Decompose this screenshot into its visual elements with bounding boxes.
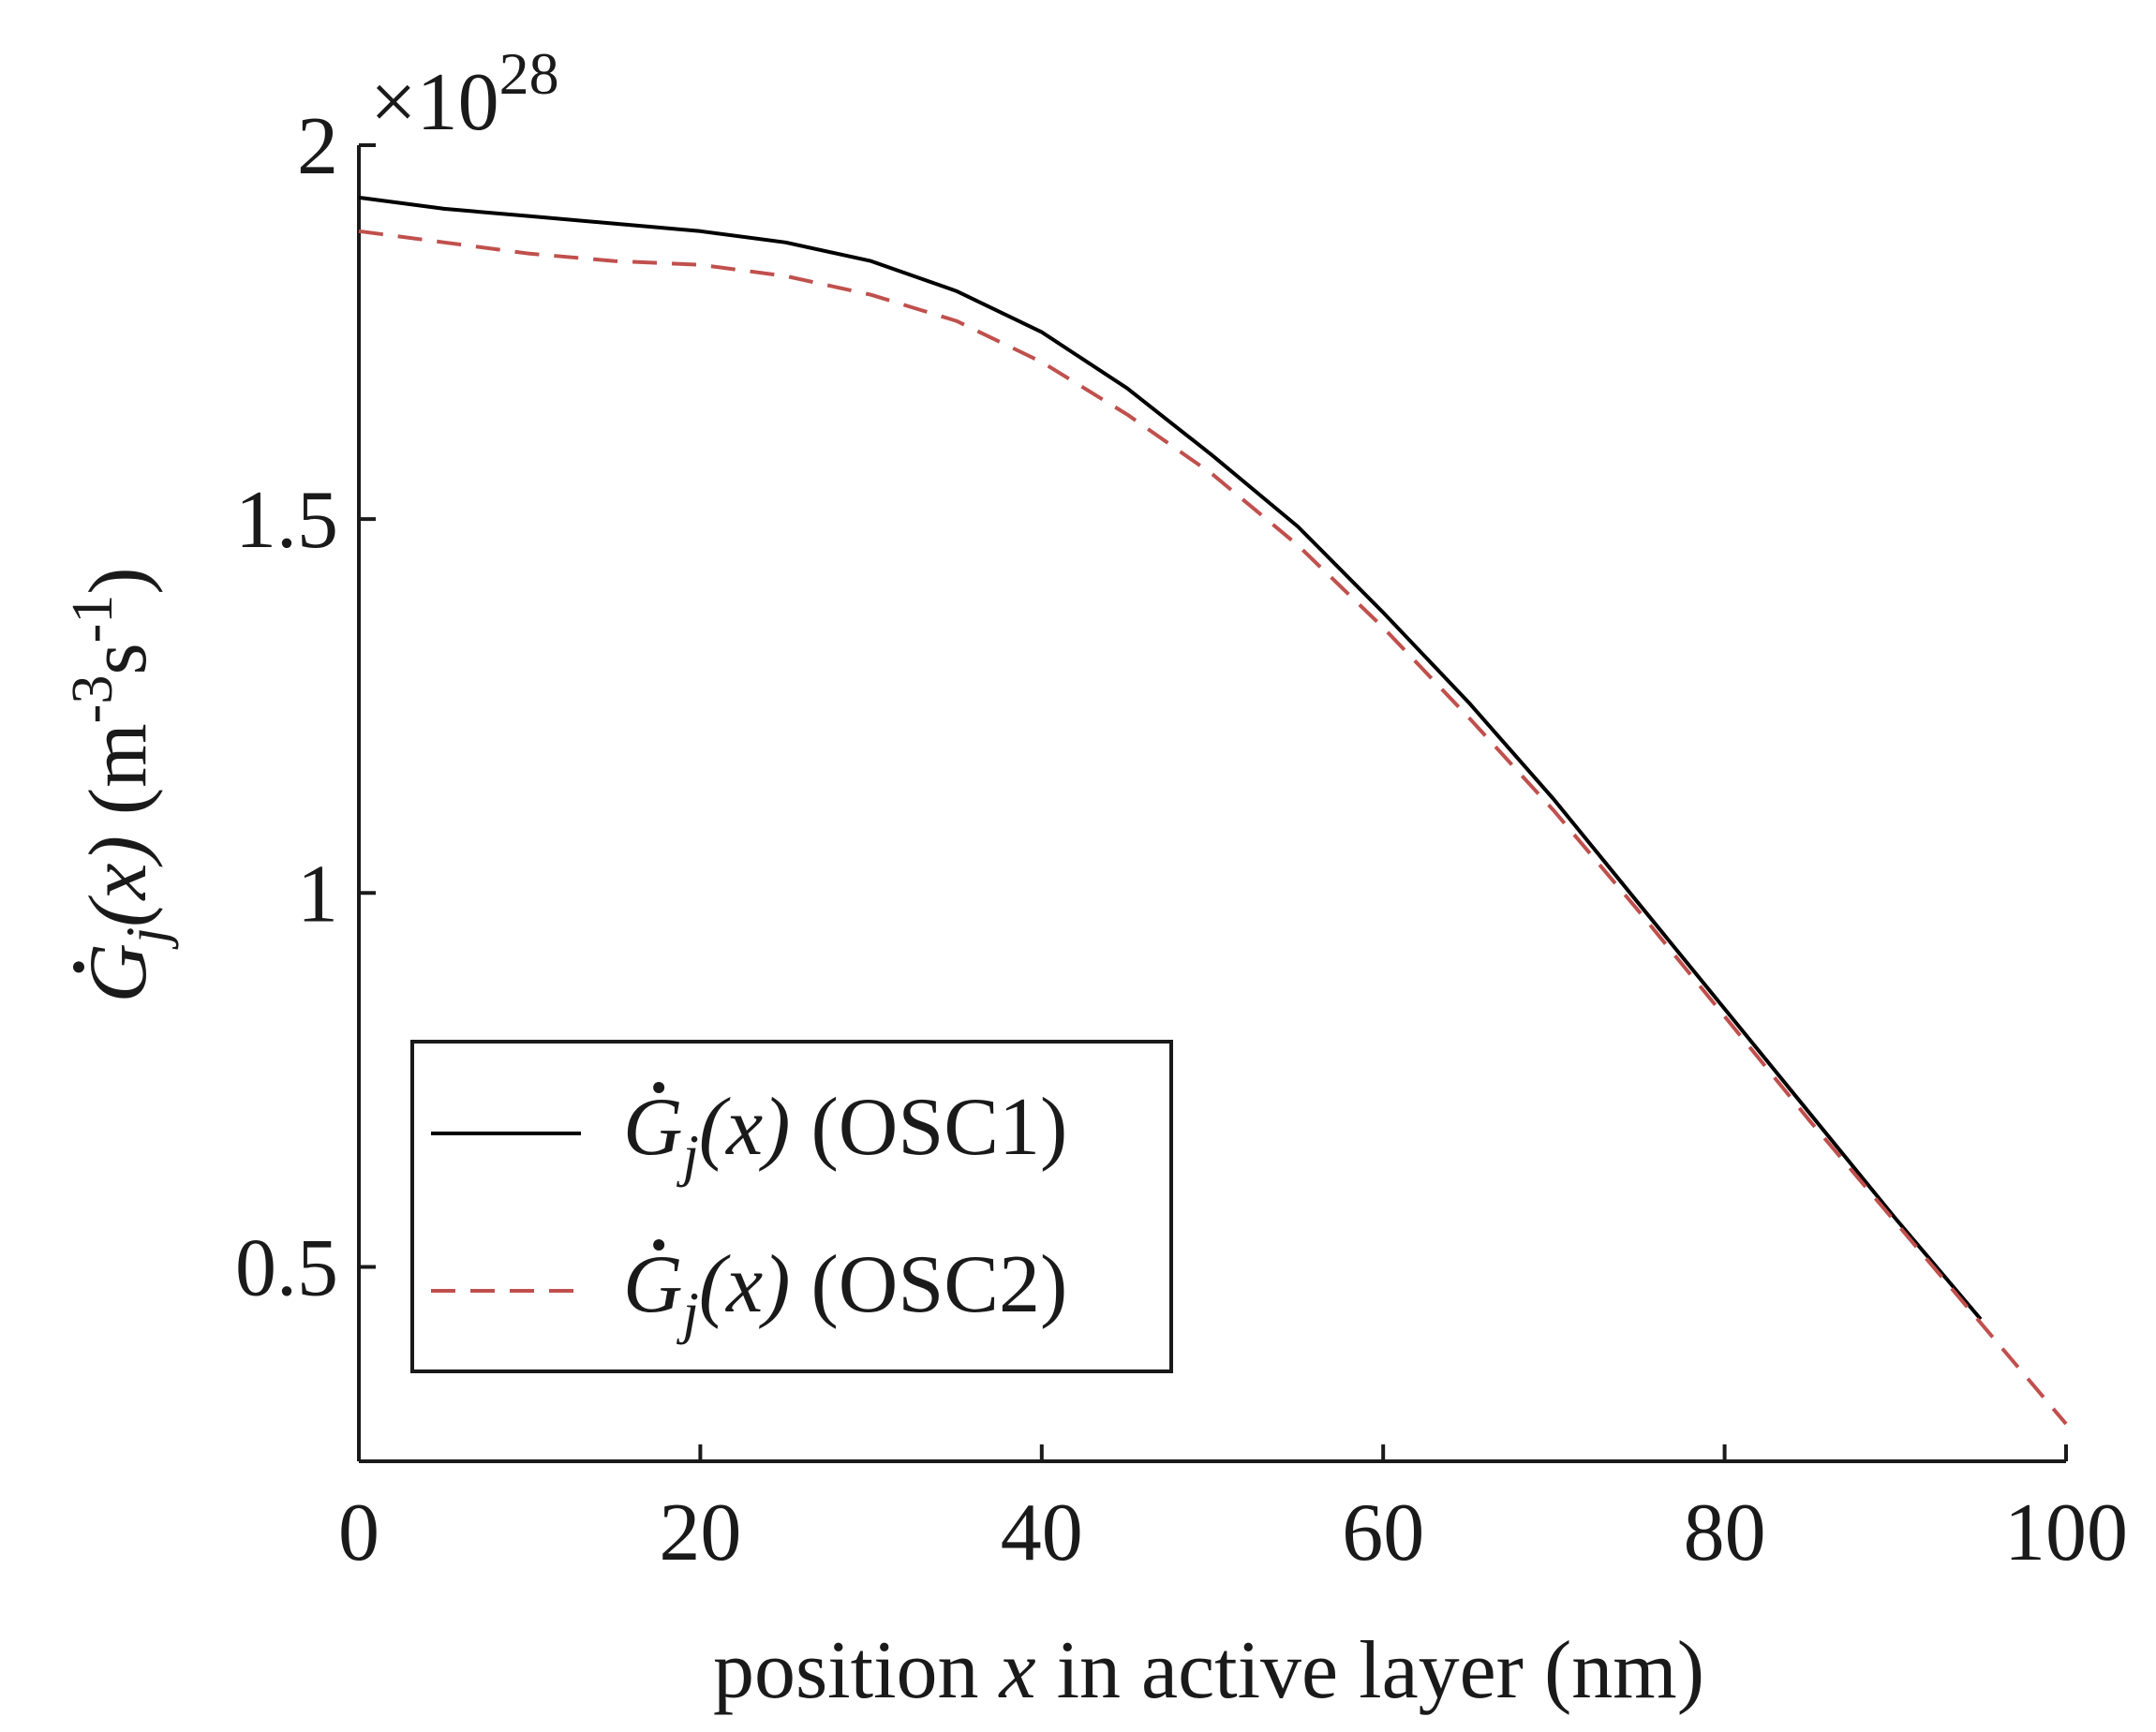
x-tick-label-80: 80 (1684, 1488, 1766, 1578)
plot-area (358, 195, 2068, 1426)
y-axis-label-units-close: ) (73, 567, 164, 594)
dot-accent (653, 1239, 665, 1251)
dot-accent (73, 961, 84, 973)
y-axis-label: Gj(x) (m-3s-1) (61, 567, 179, 1002)
legend-label-osc1: Gj(x) (OSC1) (623, 1082, 1067, 1188)
legend: Gj(x) (OSC1) Gj(x) (OSC2) (410, 1040, 1173, 1373)
y-tick-label-1.5: 1.5 (235, 475, 338, 566)
x-tick-label-0: 0 (338, 1488, 379, 1578)
x-axis-label: position x in active layer (nm) (713, 1625, 1704, 1716)
y-axis-label-argument: (x) (73, 836, 164, 927)
legend-osc1-argument: (x) (699, 1082, 791, 1173)
legend-osc2-argument: (x) (699, 1239, 791, 1330)
legend-label-osc2: Gj(x) (OSC2) (623, 1239, 1067, 1345)
legend-osc1-symbol: G (623, 1082, 683, 1173)
y-axis-label-group: Gj(x) (m-3s-1) (61, 567, 179, 1002)
legend-osc2-symbol: G (623, 1239, 683, 1330)
x-axis-label-variable: x (998, 1625, 1036, 1716)
y-tick-label-0.5: 0.5 (235, 1222, 338, 1313)
y-axis-label-units-m: (m (73, 723, 164, 836)
x-tick-label-60: 60 (1342, 1488, 1424, 1578)
x-axis-label-part1: position (713, 1625, 1000, 1716)
legend-osc1-name: (OSC1) (790, 1082, 1067, 1173)
dot-accent (653, 1082, 665, 1093)
y-axis-label-units-s: s (73, 643, 164, 674)
y-tick-label-2: 2 (297, 101, 338, 192)
x-tick-label-100: 100 (2004, 1488, 2128, 1578)
x-tick-label-40: 40 (1001, 1488, 1083, 1578)
series-line-osc2 (358, 229, 2068, 1426)
series-line-osc1 (358, 195, 1983, 1321)
y-axis-label-exp2: -1 (61, 595, 125, 644)
legend-osc2-name: (OSC2) (790, 1239, 1067, 1330)
legend-box (410, 1040, 1173, 1373)
y-multiplier-exponent: 28 (499, 40, 559, 107)
y-axis-label-symbol: G (73, 943, 164, 1003)
x-tick-label-20: 20 (659, 1488, 741, 1578)
axes: 0 20 40 60 80 100 0.5 1 1.5 2 (235, 101, 2128, 1578)
y-multiplier: ×1028 (370, 40, 559, 148)
x-axis-label-part3: in active layer (nm) (1036, 1625, 1704, 1716)
y-tick-label-1: 1 (297, 849, 338, 940)
y-multiplier-prefix: ×10 (370, 57, 499, 148)
y-axis-label-exp1: -3 (61, 675, 125, 724)
